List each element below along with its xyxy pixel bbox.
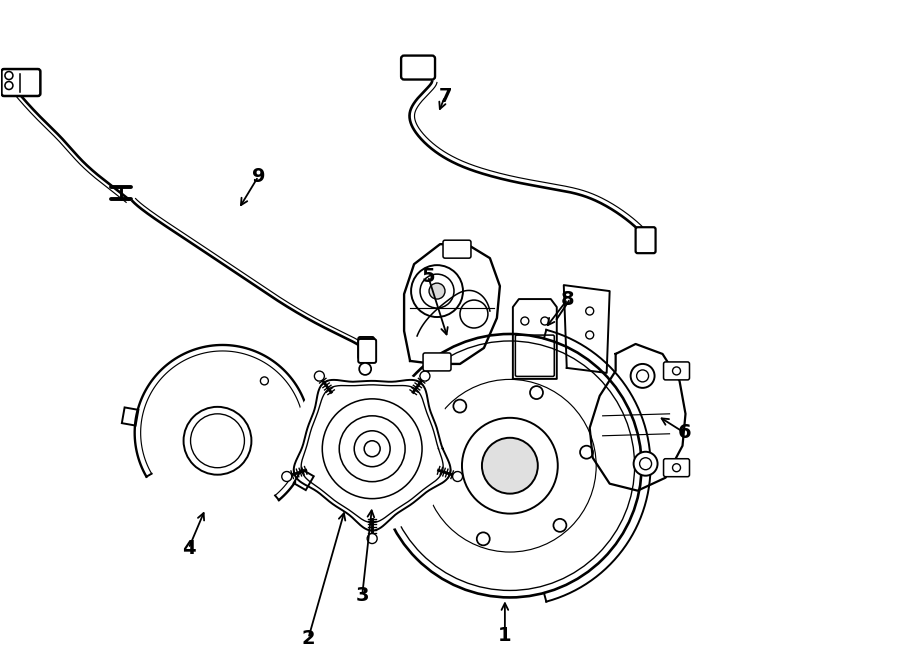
Text: 6: 6 — [678, 423, 691, 442]
Circle shape — [411, 265, 463, 317]
Circle shape — [453, 471, 463, 481]
Circle shape — [586, 307, 594, 315]
Circle shape — [184, 407, 251, 475]
Circle shape — [586, 331, 594, 339]
Text: 7: 7 — [438, 87, 452, 106]
Circle shape — [454, 400, 466, 412]
Text: 1: 1 — [498, 626, 512, 645]
Circle shape — [482, 438, 538, 494]
FancyBboxPatch shape — [423, 353, 451, 371]
FancyBboxPatch shape — [401, 56, 435, 79]
Circle shape — [289, 366, 455, 531]
Text: 3: 3 — [356, 586, 369, 605]
Circle shape — [429, 283, 445, 299]
Text: 8: 8 — [561, 290, 574, 309]
Text: 9: 9 — [252, 167, 266, 186]
Circle shape — [4, 81, 13, 89]
Circle shape — [580, 446, 593, 459]
FancyBboxPatch shape — [663, 459, 689, 477]
Circle shape — [631, 364, 654, 388]
FancyBboxPatch shape — [2, 69, 40, 96]
Circle shape — [359, 363, 371, 375]
FancyBboxPatch shape — [358, 337, 374, 359]
Circle shape — [367, 533, 377, 543]
Text: 4: 4 — [182, 539, 195, 558]
Circle shape — [4, 71, 13, 79]
Circle shape — [460, 300, 488, 328]
FancyBboxPatch shape — [443, 240, 471, 258]
Circle shape — [634, 451, 658, 476]
Circle shape — [554, 519, 566, 532]
Text: 2: 2 — [302, 629, 315, 648]
Circle shape — [420, 371, 430, 381]
Circle shape — [427, 473, 440, 486]
FancyBboxPatch shape — [358, 339, 376, 363]
Circle shape — [477, 532, 490, 545]
Text: 5: 5 — [421, 266, 435, 286]
FancyBboxPatch shape — [663, 362, 689, 380]
Circle shape — [314, 371, 324, 381]
Circle shape — [282, 471, 292, 481]
FancyBboxPatch shape — [635, 227, 655, 253]
Circle shape — [530, 386, 543, 399]
Circle shape — [462, 418, 558, 514]
